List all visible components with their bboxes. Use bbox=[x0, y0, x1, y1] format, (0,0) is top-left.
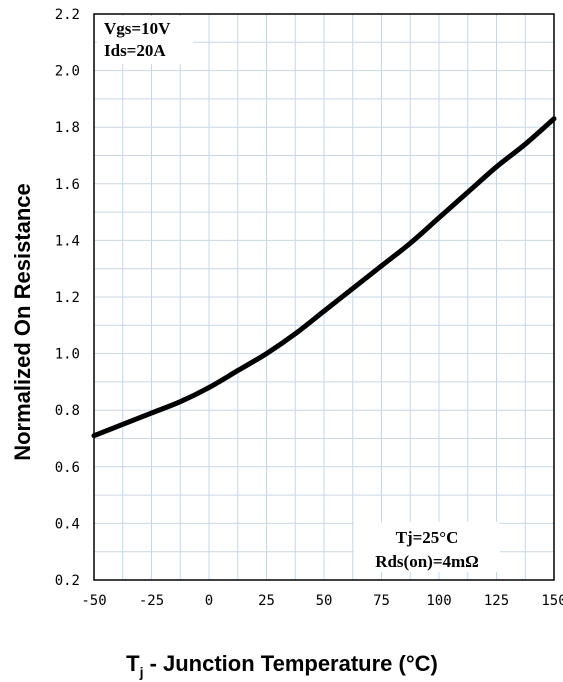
x-axis-title-subscript: j bbox=[139, 664, 144, 680]
y-tick-label: 0.2 bbox=[55, 573, 80, 589]
y-axis-title: Normalized On Resistance bbox=[10, 183, 35, 461]
annotation-box-conditions bbox=[97, 16, 193, 64]
x-tick-label: 125 bbox=[484, 593, 509, 609]
y-tick-label: 2.0 bbox=[55, 64, 80, 80]
y-tick-labels: 0.2 0.4 0.6 0.8 1.0 1.2 1.4 1.6 1.8 2.0 2.2 bbox=[55, 7, 80, 589]
annotation-reference-line: Rds(on)=4mΩ bbox=[375, 552, 479, 571]
x-tick-label: 50 bbox=[316, 593, 333, 609]
x-tick-label: 25 bbox=[258, 593, 275, 609]
x-axis-title: Tj - Junction Temperature (°C) bbox=[126, 651, 438, 680]
y-tick-label: 0.4 bbox=[55, 516, 80, 532]
x-tick-labels: -50 -25 0 25 50 75 100 125 150 bbox=[81, 593, 563, 609]
x-tick-label: 100 bbox=[426, 593, 451, 609]
x-tick-label: -50 bbox=[81, 593, 106, 609]
grid bbox=[94, 14, 554, 580]
y-tick-label: 0.6 bbox=[55, 460, 80, 476]
y-tick-label: 2.2 bbox=[55, 7, 80, 23]
y-tick-label: 1.8 bbox=[55, 120, 80, 136]
x-tick-label: 0 bbox=[205, 593, 213, 609]
annotation-conditions-line: Ids=20A bbox=[104, 41, 166, 60]
annotation-conditions-line: Vgs=10V bbox=[104, 19, 171, 38]
y-tick-label: 1.0 bbox=[55, 347, 80, 363]
x-axis-title-rest: - Junction Temperature (°C) bbox=[143, 651, 437, 676]
y-tick-label: 1.2 bbox=[55, 290, 80, 306]
x-tick-label: 75 bbox=[373, 593, 390, 609]
annotations: Vgs=10V Ids=20A Tj=25°C Rds(on)=4mΩ bbox=[97, 16, 500, 572]
x-tick-label: -25 bbox=[139, 593, 164, 609]
x-tick-label: 150 bbox=[541, 593, 563, 609]
y-tick-label: 0.8 bbox=[55, 403, 80, 419]
series-line bbox=[91, 116, 557, 439]
plot-frame bbox=[93, 13, 555, 581]
annotation-reference-line: Tj=25°C bbox=[396, 528, 459, 547]
annotation-box-reference bbox=[354, 522, 500, 572]
x-axis-title-main: T bbox=[126, 651, 140, 676]
y-tick-label: 1.4 bbox=[55, 233, 80, 249]
y-tick-label: 1.6 bbox=[55, 177, 80, 193]
